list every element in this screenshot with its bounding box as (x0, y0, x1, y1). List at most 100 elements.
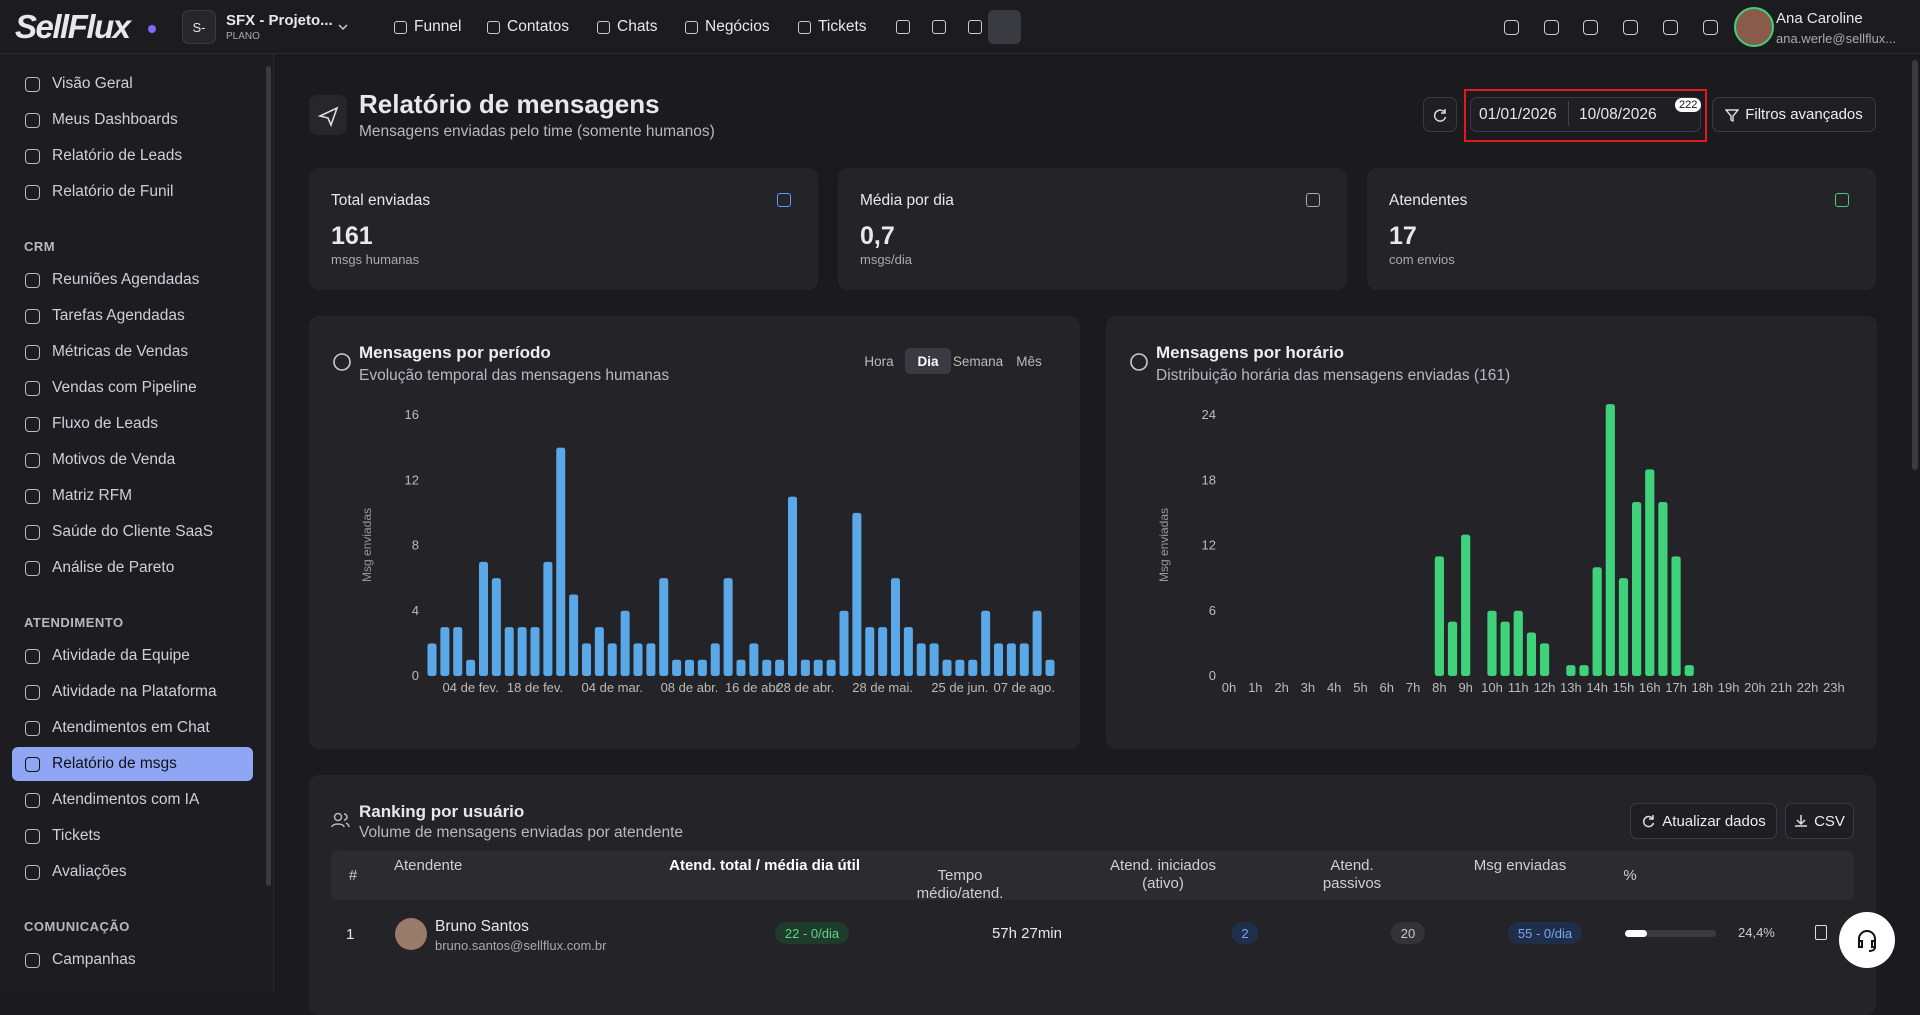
toolbar-icon[interactable] (1544, 20, 1559, 35)
bar[interactable] (1618, 578, 1629, 676)
bar[interactable] (427, 643, 437, 676)
chart-tab[interactable]: Mês (1016, 354, 1042, 369)
sidebar-item[interactable]: Análise de Pareto (12, 551, 253, 585)
bar[interactable] (813, 659, 823, 676)
sidebar-item[interactable]: Saúde do Cliente SaaS (12, 515, 253, 549)
bar[interactable] (1645, 469, 1655, 676)
column-header[interactable]: # (348, 867, 358, 884)
sidebar-item[interactable]: Meus Dashboards (12, 103, 253, 137)
bar[interactable] (1032, 610, 1042, 676)
nav-link-icon[interactable] (685, 21, 698, 34)
bar[interactable] (659, 578, 669, 676)
bar[interactable] (581, 643, 592, 676)
sidebar-label[interactable]: Atividade na Plataforma (52, 683, 217, 700)
bar[interactable] (1461, 534, 1471, 676)
column-header[interactable]: % (1623, 867, 1637, 884)
bar[interactable] (762, 659, 772, 676)
sidebar-item[interactable]: Avaliações (12, 855, 253, 889)
sidebar-item[interactable]: Relatório de Leads (12, 139, 253, 173)
sidebar-label[interactable]: Análise de Pareto (52, 559, 175, 576)
bar[interactable] (543, 561, 553, 676)
bar[interactable] (981, 610, 991, 676)
sidebar-label[interactable]: Vendas com Pipeline (52, 379, 197, 396)
row-msgs[interactable]: 55 - 0/dia (1507, 922, 1583, 944)
help-button[interactable] (1839, 912, 1895, 968)
refresh-button[interactable] (1423, 97, 1457, 132)
bar[interactable] (1566, 665, 1576, 676)
bar[interactable] (1632, 502, 1642, 676)
sidebar-label[interactable]: Fluxo de Leads (52, 415, 158, 432)
bar[interactable] (865, 627, 875, 676)
bar[interactable] (710, 643, 720, 676)
csv-label[interactable]: CSV (1814, 812, 1845, 830)
column-header[interactable]: Atend. passivos (1322, 857, 1382, 892)
bar[interactable] (1447, 621, 1458, 676)
sidebar-label[interactable]: Relatório de Funil (52, 183, 174, 200)
row-iniciados[interactable]: 2 (1231, 922, 1259, 944)
nav-link[interactable]: Chats (617, 18, 658, 35)
sidebar-label[interactable]: Motivos de Venda (52, 451, 176, 468)
sidebar-item[interactable]: Atendimentos em Chat (12, 711, 253, 745)
row-doc[interactable] (1815, 925, 1827, 940)
column-header[interactable]: Msg enviadas (1473, 857, 1567, 874)
toolbar-icon[interactable] (1663, 20, 1678, 35)
project-name[interactable]: SFX - Projeto... (226, 12, 333, 29)
sidebar-label[interactable]: Relatório de Leads (52, 147, 183, 164)
bar[interactable] (903, 627, 913, 676)
refresh-data-button[interactable]: Atualizar dados (1630, 803, 1777, 839)
nav-link-icon[interactable] (394, 21, 407, 34)
bar[interactable] (826, 659, 836, 676)
sidebar-label[interactable]: Campanhas (52, 951, 136, 968)
sidebar-label[interactable]: Atividade da Equipe (52, 647, 190, 664)
bar[interactable] (968, 659, 978, 676)
bar[interactable] (633, 643, 643, 676)
bar[interactable] (1592, 567, 1602, 676)
bar[interactable] (878, 627, 888, 676)
sidebar-label[interactable]: Métricas de Vendas (52, 343, 189, 360)
date-range[interactable] (1470, 97, 1701, 132)
bar[interactable] (466, 659, 476, 676)
user-name[interactable]: Ana Caroline (1776, 10, 1863, 27)
chart-tab[interactable]: Dia (917, 354, 939, 369)
bar[interactable] (607, 643, 617, 676)
bar[interactable] (569, 594, 579, 676)
bar[interactable] (478, 561, 489, 676)
nav-link[interactable]: Tickets (818, 18, 867, 35)
sidebar-label[interactable]: Atendimentos com IA (52, 791, 200, 808)
sidebar-item[interactable]: Atividade na Plataforma (12, 675, 253, 709)
bar[interactable] (955, 659, 965, 676)
toolbar-icon[interactable] (1504, 20, 1519, 35)
csv-button[interactable]: CSV (1785, 803, 1854, 839)
sidebar-item[interactable]: Atividade da Equipe (12, 639, 253, 673)
sidebar-item[interactable]: Matriz RFM (12, 479, 253, 513)
bar[interactable] (852, 512, 862, 676)
refresh-data-label[interactable]: Atualizar dados (1662, 812, 1766, 830)
chart-tab[interactable]: Hora (864, 354, 894, 369)
bar[interactable] (942, 659, 952, 676)
sidebar-item[interactable]: Tickets (12, 819, 253, 853)
sidebar-item[interactable]: Visão Geral (12, 67, 253, 101)
bar[interactable] (929, 643, 939, 676)
bar[interactable] (530, 627, 540, 676)
nav-icon[interactable] (932, 20, 946, 34)
sidebar-item[interactable]: Métricas de Vendas (12, 335, 253, 369)
sidebar-item[interactable]: Atendimentos com IA (12, 783, 253, 817)
row-passivos[interactable]: 20 (1390, 922, 1426, 944)
sidebar-item[interactable]: Motivos de Venda (12, 443, 253, 477)
chart-tab[interactable]: Semana (953, 354, 1004, 369)
nav-link[interactable]: Negócios (705, 18, 770, 35)
bar[interactable] (1684, 665, 1694, 676)
sidebar-label[interactable]: Atendimentos em Chat (52, 719, 210, 736)
bar[interactable] (697, 659, 707, 676)
bar[interactable] (787, 496, 798, 676)
bar[interactable] (775, 659, 785, 676)
sidebar-item[interactable]: Campanhas (12, 943, 253, 977)
column-header[interactable]: Tempo médio/atend. (916, 867, 1004, 902)
bar[interactable] (1658, 502, 1668, 676)
filters-label[interactable]: Filtros avançados (1745, 106, 1863, 123)
filters-button[interactable]: Filtros avançados (1712, 97, 1876, 132)
bar[interactable] (453, 627, 463, 676)
nav-link[interactable]: Contatos (507, 18, 570, 35)
sidebar-item[interactable]: Relatório de Funil (12, 175, 253, 209)
bar[interactable] (594, 627, 604, 676)
